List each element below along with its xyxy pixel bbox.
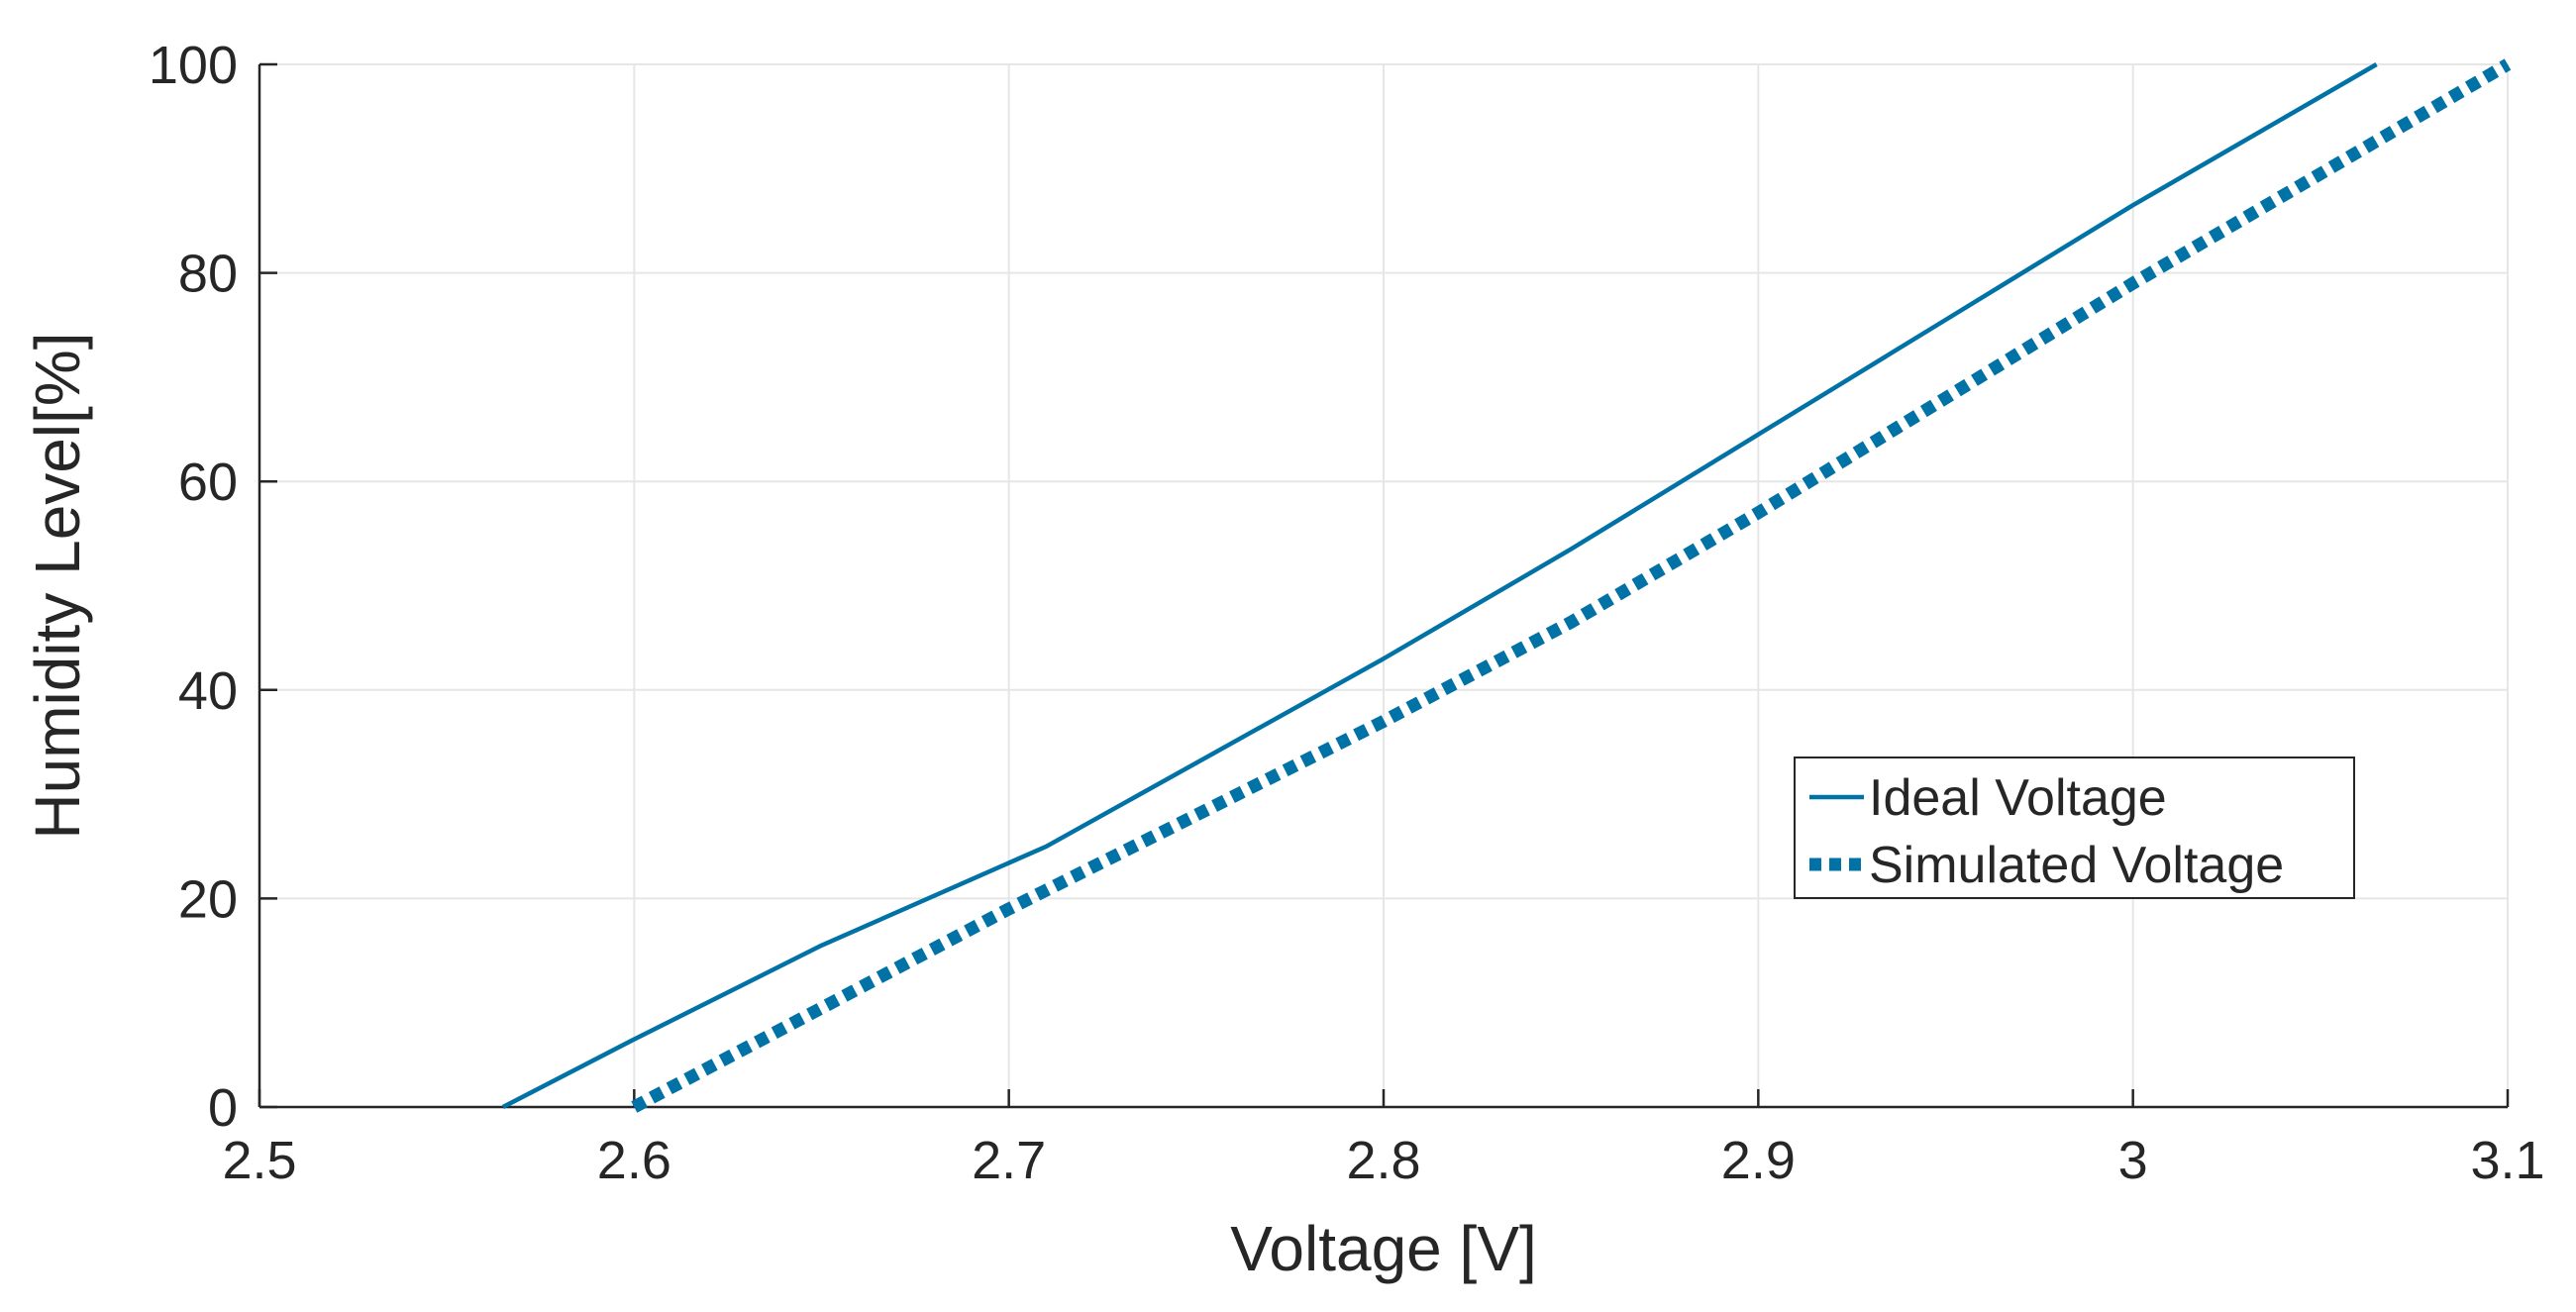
y-tick-label: 0 <box>208 1078 238 1138</box>
y-tick-label: 80 <box>178 245 238 304</box>
legend: Ideal Voltage Simulated Voltage <box>1794 757 2355 899</box>
y-axis-title: Humidity Level[%] <box>22 332 93 839</box>
x-tick-label: 2.6 <box>597 1131 671 1190</box>
x-tick-label: 3.1 <box>2470 1131 2544 1190</box>
x-tick-label: 2.9 <box>1721 1131 1796 1190</box>
x-tick-label: 2.5 <box>222 1131 296 1190</box>
y-tick-label: 60 <box>178 453 238 512</box>
legend-box <box>1794 757 2355 899</box>
x-tick-label: 2.8 <box>1346 1131 1420 1190</box>
y-tick-label: 40 <box>178 661 238 721</box>
legend-label-ideal-voltage: Ideal Voltage <box>1869 769 2167 827</box>
series-line-simulated-voltage <box>631 58 2512 1113</box>
x-axis-title: Voltage [V] <box>1230 1213 1537 1284</box>
y-tick-label: 20 <box>178 869 238 929</box>
tick-labels: 2.5 2.6 2.7 2.8 2.9 3 3.1 0 20 40 60 80 100 <box>149 36 2545 1190</box>
legend-label-simulated-voltage: Simulated Voltage <box>1869 837 2284 894</box>
series-line-ideal-voltage <box>501 62 2378 1109</box>
y-tick-label: 100 <box>149 36 238 95</box>
x-tick-label: 2.7 <box>972 1131 1046 1190</box>
x-tick-label: 3 <box>2118 1131 2148 1190</box>
grid <box>258 63 2509 1108</box>
series <box>501 58 2512 1113</box>
